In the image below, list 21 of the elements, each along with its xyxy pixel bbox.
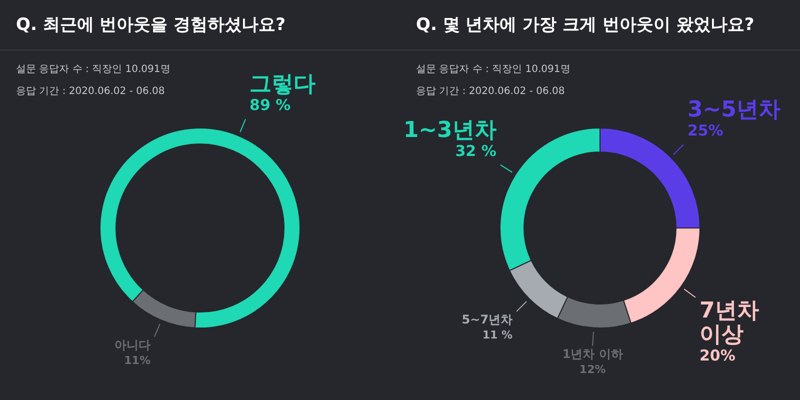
chart-title: Q. 최근에 번아웃을 경험하셨나요? xyxy=(16,15,286,35)
slice-label: 5~7년차 xyxy=(462,312,513,326)
data-label: 11 % xyxy=(482,328,513,342)
chart-title: Q. 몇 년차에 가장 크게 번아웃이 왔었나요? xyxy=(416,15,754,35)
data-label: 12% xyxy=(579,362,606,376)
text: 응답 기간 : 2020.06.02 - 06.08 xyxy=(16,86,165,97)
slice-label: 3~5년차 xyxy=(687,98,780,123)
slice-label: 1년차 이하 xyxy=(562,346,623,361)
slice-label: 그렇다 xyxy=(250,72,316,98)
slice-label: 1~3년차 xyxy=(403,118,496,143)
text: 응답 기간 : 2020.06.02 - 06.08 xyxy=(416,86,565,97)
data-label: 11% xyxy=(124,354,150,367)
data-label: 25% xyxy=(687,122,724,140)
data-label: 89 % xyxy=(250,96,291,114)
donut-slice xyxy=(100,128,300,328)
chart-subtitle: 설문 응답자 수 : 직장인 10.091명 xyxy=(416,64,570,75)
slice-label: 7년차 이상 xyxy=(699,298,759,348)
chart-subtitle: 설문 응답자 수 : 직장인 10.091명 xyxy=(16,64,170,75)
data-label: 32 % xyxy=(455,142,496,160)
slice-label: 아니다 xyxy=(114,338,150,352)
data-label: 20% xyxy=(699,346,736,364)
